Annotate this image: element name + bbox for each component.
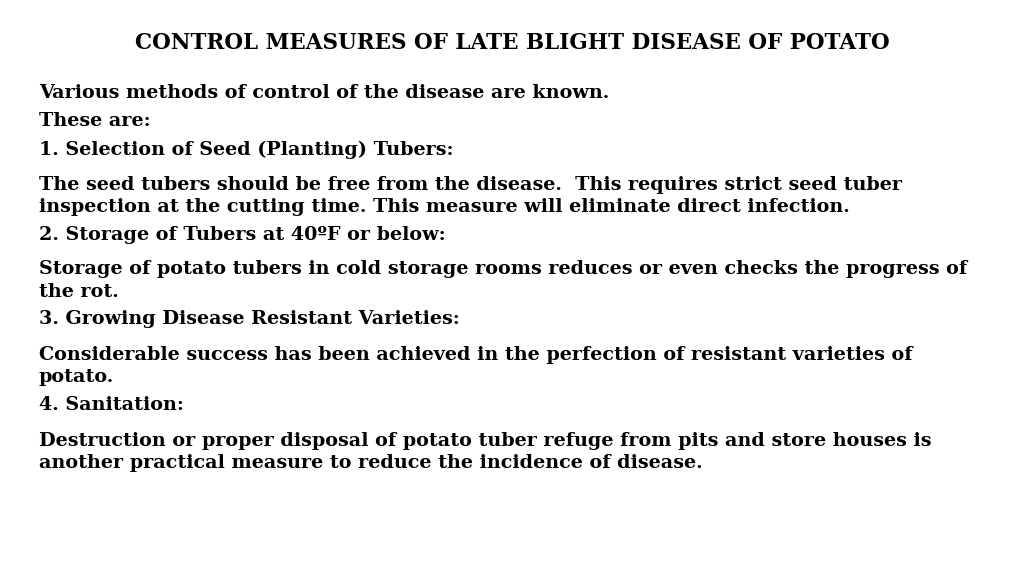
Text: 4. Sanitation:: 4. Sanitation: [39, 396, 183, 414]
Text: Storage of potato tubers in cold storage rooms reduces or even checks the progre: Storage of potato tubers in cold storage… [39, 260, 967, 301]
Text: Destruction or proper disposal of potato tuber refuge from pits and store houses: Destruction or proper disposal of potato… [39, 432, 932, 472]
Text: 1. Selection of Seed (Planting) Tubers:: 1. Selection of Seed (Planting) Tubers: [39, 141, 454, 160]
Text: CONTROL MEASURES OF LATE BLIGHT DISEASE OF POTATO: CONTROL MEASURES OF LATE BLIGHT DISEASE … [135, 32, 889, 54]
Text: 3. Growing Disease Resistant Varieties:: 3. Growing Disease Resistant Varieties: [39, 310, 460, 328]
Text: 2. Storage of Tubers at 40ºF or below:: 2. Storage of Tubers at 40ºF or below: [39, 226, 445, 244]
Text: Considerable success has been achieved in the perfection of resistant varieties : Considerable success has been achieved i… [39, 346, 912, 386]
Text: The seed tubers should be free from the disease.  This requires strict seed tube: The seed tubers should be free from the … [39, 176, 902, 216]
Text: Various methods of control of the disease are known.: Various methods of control of the diseas… [39, 84, 609, 101]
Text: These are:: These are: [39, 112, 151, 130]
